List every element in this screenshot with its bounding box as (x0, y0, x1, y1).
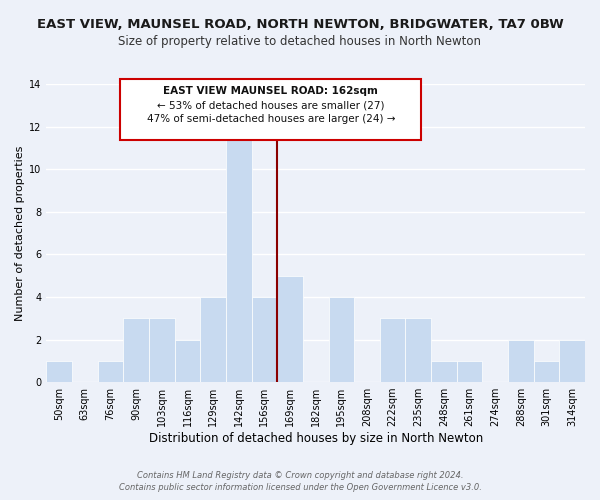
X-axis label: Distribution of detached houses by size in North Newton: Distribution of detached houses by size … (149, 432, 483, 445)
Text: EAST VIEW MAUNSEL ROAD: 162sqm: EAST VIEW MAUNSEL ROAD: 162sqm (163, 86, 378, 96)
Bar (200, 297, 226, 382)
Bar (406, 318, 431, 382)
Text: EAST VIEW, MAUNSEL ROAD, NORTH NEWTON, BRIDGWATER, TA7 0BW: EAST VIEW, MAUNSEL ROAD, NORTH NEWTON, B… (37, 18, 563, 30)
Bar (149, 318, 175, 382)
Bar (46, 361, 72, 382)
Text: Contains HM Land Registry data © Crown copyright and database right 2024.: Contains HM Land Registry data © Crown c… (137, 471, 463, 480)
Bar (457, 361, 482, 382)
Text: ← 53% of detached houses are smaller (27): ← 53% of detached houses are smaller (27… (157, 100, 385, 110)
Bar (251, 297, 277, 382)
Bar (98, 361, 124, 382)
Bar (329, 297, 354, 382)
Text: Contains public sector information licensed under the Open Government Licence v3: Contains public sector information licen… (119, 484, 481, 492)
Bar (124, 318, 149, 382)
Text: 47% of semi-detached houses are larger (24) →: 47% of semi-detached houses are larger (… (146, 114, 395, 124)
Bar (559, 340, 585, 382)
Y-axis label: Number of detached properties: Number of detached properties (15, 146, 25, 320)
Bar (508, 340, 534, 382)
Bar (534, 361, 559, 382)
Bar (277, 276, 303, 382)
Bar (431, 361, 457, 382)
Text: Size of property relative to detached houses in North Newton: Size of property relative to detached ho… (119, 35, 482, 48)
Bar (175, 340, 200, 382)
Bar (380, 318, 406, 382)
Bar (226, 126, 251, 382)
